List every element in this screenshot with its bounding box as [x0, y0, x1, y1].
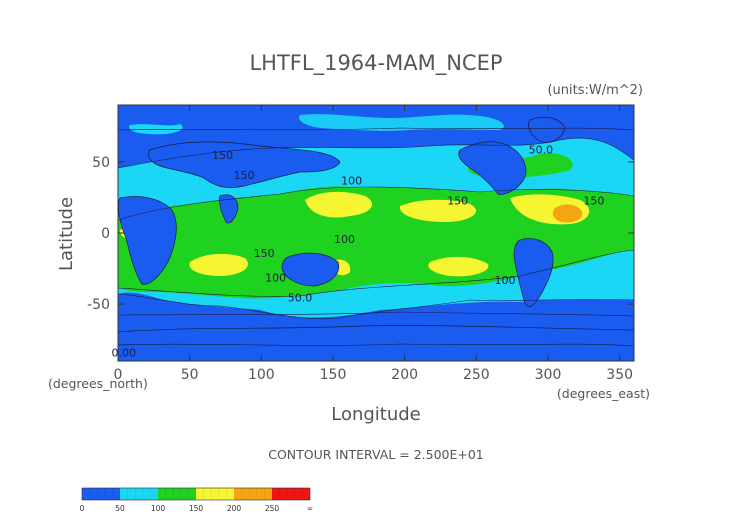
colorbar-level-label: 250 — [265, 504, 280, 513]
contour-label: 150 — [234, 169, 255, 182]
x-tick-label: 300 — [535, 367, 562, 383]
x-unit-label: (degrees_east) — [557, 386, 650, 401]
units-label: (units:W/m^2) — [547, 83, 643, 98]
contour-label: 50.0 — [288, 291, 313, 304]
colorbar-level-label: 200 — [227, 504, 242, 513]
contour-label: 100 — [334, 233, 355, 246]
x-axis: 0 50 100 150 200 250 300 350 — [114, 105, 633, 383]
colorbar-level-label: ∞ — [307, 504, 313, 513]
colorbar-frame — [81, 487, 311, 501]
contour-label: 150 — [583, 195, 604, 208]
band-150-200 — [120, 191, 590, 277]
contour-label: 50.0 — [529, 143, 554, 156]
chart-title: LHTFL_1964-MAM_NCEP — [249, 51, 502, 76]
colorbar-segment — [272, 488, 310, 500]
colorbar-segment — [158, 488, 196, 500]
colorbar-segment — [234, 488, 272, 500]
colorbar-level-label: 150 — [189, 504, 204, 513]
y-axis-title: Latitude — [56, 197, 77, 271]
x-tick-label: 100 — [248, 367, 275, 383]
contour-label: 150 — [254, 247, 275, 260]
x-tick-label: 350 — [606, 367, 633, 383]
x-tick-label: 150 — [320, 367, 347, 383]
contour-interval-note: CONTOUR INTERVAL = 2.500E+01 — [268, 447, 484, 462]
colorbar-level-label: 50 — [115, 504, 125, 513]
landmasses — [118, 116, 634, 361]
x-tick-label: 200 — [391, 367, 418, 383]
x-tick-label: 0 — [114, 367, 123, 383]
colorbar: 0 50 100 150 200 250 ∞ — [80, 487, 313, 513]
x-tick-label: 50 — [181, 367, 199, 383]
colorbar-segment — [82, 488, 120, 500]
contour-label: 150 — [212, 149, 233, 162]
x-tick-label: 250 — [463, 367, 490, 383]
colorbar-segment — [120, 488, 158, 500]
band-200-250 — [552, 204, 583, 223]
contour-lines — [118, 127, 634, 347]
contour-label: 100 — [495, 274, 516, 287]
colorbar-segment — [196, 488, 234, 500]
x-axis-title: Longitude — [331, 404, 421, 425]
contour-label: 0.00 — [111, 347, 136, 360]
y-tick-label: 50 — [92, 155, 110, 171]
y-tick-label: -50 — [87, 297, 110, 313]
y-tick-label: 0 — [101, 226, 110, 242]
y-axis: -50 0 50 — [87, 155, 634, 313]
contour-label: 100 — [341, 175, 362, 188]
heatmap-field — [118, 105, 634, 361]
contour-label: 100 — [265, 271, 286, 284]
contour-label: 150 — [447, 195, 468, 208]
y-unit-label: (degrees_north) — [48, 376, 148, 391]
colorbar-level-label: 0 — [80, 504, 85, 513]
colorbar-level-label: 100 — [151, 504, 166, 513]
